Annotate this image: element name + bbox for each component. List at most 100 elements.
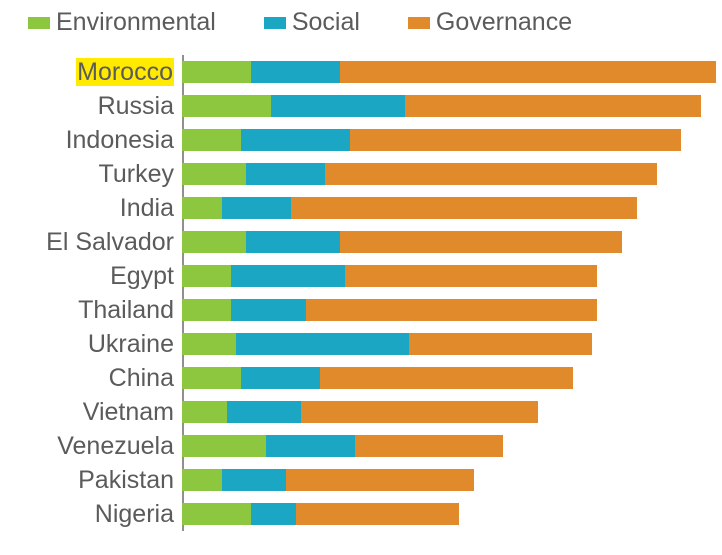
bar-track <box>182 429 722 463</box>
plot-area: Morocco Russia Indonesia Turkey India El Salv… <box>0 55 722 531</box>
bar-segment-social <box>241 129 350 151</box>
y-axis-label: Ukraine <box>0 332 178 357</box>
bar-row: Pakistan <box>0 463 722 497</box>
bar-segment-environmental <box>182 367 241 389</box>
bar-segment-social <box>231 265 345 287</box>
stacked-bar <box>182 503 459 525</box>
bar-segment-environmental <box>182 95 271 117</box>
bar-segment-social <box>246 163 325 185</box>
bar-segment-governance <box>345 265 597 287</box>
bar-segment-social <box>251 61 340 83</box>
bar-segment-governance <box>355 435 503 457</box>
bar-segment-social <box>236 333 409 355</box>
legend-label-environmental: Environmental <box>56 8 216 37</box>
bar-segment-social <box>266 435 355 457</box>
legend-item-social: Social <box>264 8 360 37</box>
bar-segment-governance <box>340 61 716 83</box>
y-axis-label: Morocco <box>0 60 178 85</box>
y-axis-label: Egypt <box>0 264 178 289</box>
stacked-bar <box>182 367 573 389</box>
bar-track <box>182 497 722 531</box>
bar-segment-environmental <box>182 435 266 457</box>
bar-row: Egypt <box>0 259 722 293</box>
stacked-bar <box>182 401 538 423</box>
legend-swatch-social <box>264 17 286 29</box>
bar-segment-social <box>222 469 286 491</box>
bar-track <box>182 123 722 157</box>
bar-segment-environmental <box>182 333 236 355</box>
bar-segment-social <box>241 367 320 389</box>
bar-row: El Salvador <box>0 225 722 259</box>
bar-track <box>182 293 722 327</box>
bar-track <box>182 327 722 361</box>
y-axis-label: China <box>0 366 178 391</box>
bar-segment-environmental <box>182 401 227 423</box>
bar-segment-governance <box>340 231 622 253</box>
bar-segment-environmental <box>182 503 251 525</box>
y-axis-label: Indonesia <box>0 128 178 153</box>
esg-stacked-bar-chart: Environmental Social Governance Morocco R… <box>0 0 722 555</box>
bar-track <box>182 259 722 293</box>
bar-track <box>182 89 722 123</box>
y-axis-label: Turkey <box>0 162 178 187</box>
bar-segment-social <box>227 401 301 423</box>
bar-row: Indonesia <box>0 123 722 157</box>
bar-segment-governance <box>291 197 637 219</box>
bar-row: Russia <box>0 89 722 123</box>
stacked-bar <box>182 197 637 219</box>
legend: Environmental Social Governance <box>0 0 722 55</box>
bar-segment-governance <box>405 95 702 117</box>
bar-row: Turkey <box>0 157 722 191</box>
legend-item-governance: Governance <box>408 8 572 37</box>
y-axis-label: Russia <box>0 94 178 119</box>
bar-segment-governance <box>301 401 538 423</box>
bar-track <box>182 191 722 225</box>
bar-rows: Morocco Russia Indonesia Turkey India El Salv… <box>0 55 722 531</box>
bar-segment-environmental <box>182 231 246 253</box>
legend-label-social: Social <box>292 8 360 37</box>
bar-segment-social <box>222 197 291 219</box>
bar-row: Morocco <box>0 55 722 89</box>
y-axis-label: Thailand <box>0 298 178 323</box>
bar-segment-governance <box>409 333 592 355</box>
bar-row: Thailand <box>0 293 722 327</box>
y-axis-label: India <box>0 196 178 221</box>
stacked-bar <box>182 231 622 253</box>
legend-swatch-environmental <box>28 17 50 29</box>
y-axis-label: Vietnam <box>0 400 178 425</box>
y-axis-label: Pakistan <box>0 468 178 493</box>
stacked-bar <box>182 265 597 287</box>
legend-label-governance: Governance <box>436 8 572 37</box>
bar-segment-environmental <box>182 197 222 219</box>
bar-track <box>182 395 722 429</box>
legend-item-environmental: Environmental <box>28 8 216 37</box>
stacked-bar <box>182 299 597 321</box>
bar-segment-social <box>251 503 296 525</box>
bar-segment-environmental <box>182 299 231 321</box>
bar-segment-social <box>231 299 305 321</box>
bar-segment-governance <box>350 129 681 151</box>
bar-segment-governance <box>320 367 572 389</box>
bar-segment-governance <box>306 299 598 321</box>
bar-row: China <box>0 361 722 395</box>
y-axis-label: Venezuela <box>0 434 178 459</box>
bar-segment-governance <box>296 503 459 525</box>
bar-row: Vietnam <box>0 395 722 429</box>
bar-segment-social <box>246 231 340 253</box>
bar-segment-social <box>271 95 405 117</box>
stacked-bar <box>182 435 503 457</box>
stacked-bar <box>182 61 716 83</box>
bar-row: Ukraine <box>0 327 722 361</box>
stacked-bar <box>182 163 657 185</box>
bar-segment-environmental <box>182 469 222 491</box>
y-axis-label: El Salvador <box>0 230 178 255</box>
stacked-bar <box>182 333 592 355</box>
legend-swatch-governance <box>408 17 430 29</box>
bar-track <box>182 225 722 259</box>
bar-segment-environmental <box>182 163 246 185</box>
bar-track <box>182 463 722 497</box>
bar-segment-governance <box>325 163 656 185</box>
y-axis-label: Nigeria <box>0 502 178 527</box>
stacked-bar <box>182 95 701 117</box>
bar-track <box>182 55 722 89</box>
